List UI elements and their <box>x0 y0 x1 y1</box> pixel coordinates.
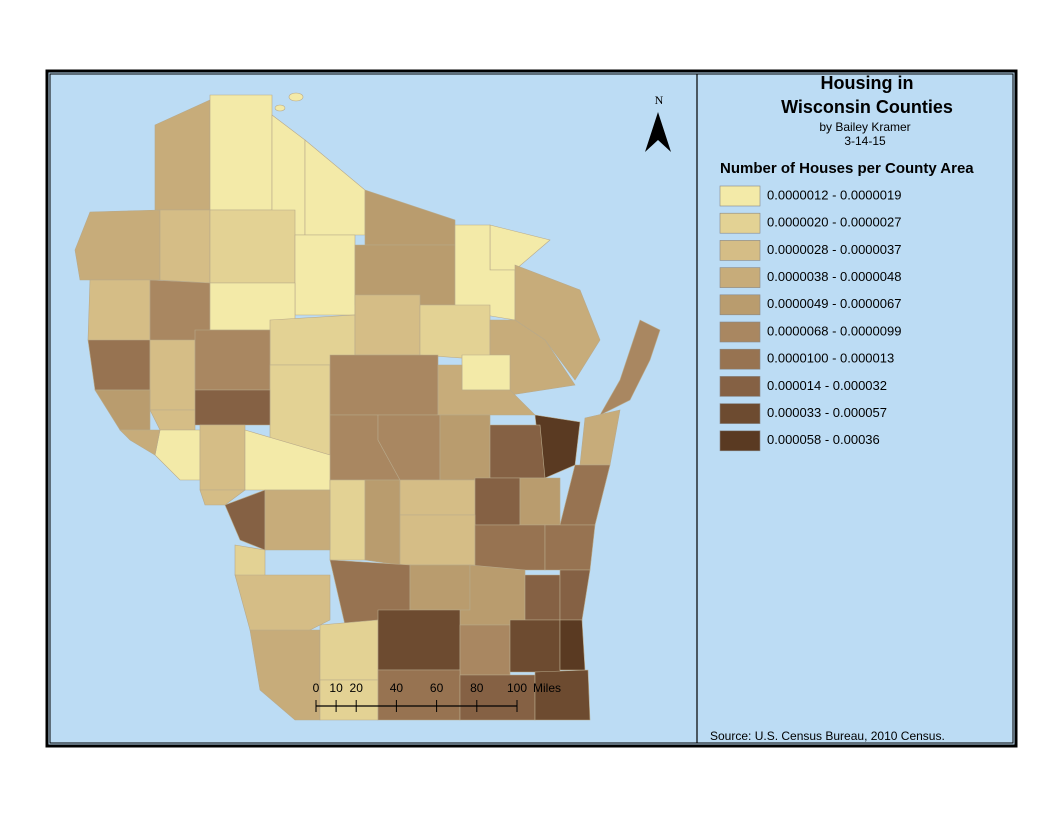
legend-label: 0.000058 - 0.00036 <box>767 432 880 447</box>
county <box>461 354 511 391</box>
north-label: N <box>655 93 664 107</box>
legend-swatch <box>719 348 761 370</box>
county <box>364 479 401 566</box>
county <box>399 479 476 516</box>
island <box>288 92 304 102</box>
county <box>329 479 366 561</box>
legend-swatch <box>719 185 761 207</box>
legend-swatch <box>719 212 761 234</box>
county <box>329 354 439 416</box>
county <box>74 209 161 281</box>
date: 3-14-15 <box>844 134 886 148</box>
scale-label: 10 <box>329 681 343 695</box>
county <box>599 319 661 416</box>
scale-label: 40 <box>390 681 404 695</box>
legend-swatch <box>719 376 761 397</box>
county <box>524 574 561 621</box>
legend-swatch <box>719 321 761 343</box>
county <box>509 619 561 673</box>
legend-label: 0.0000028 - 0.0000037 <box>767 242 901 257</box>
legend-swatch <box>719 267 761 288</box>
island <box>274 104 286 112</box>
author: by Bailey Kramer <box>819 120 910 134</box>
inner-frame <box>49 73 1014 744</box>
legend-swatch <box>719 294 761 316</box>
county <box>209 209 296 284</box>
scale-label: 20 <box>350 681 364 695</box>
county <box>294 234 356 316</box>
county <box>439 414 491 481</box>
legend-label: 0.0000020 - 0.0000027 <box>767 215 901 230</box>
county <box>544 524 596 571</box>
scale-label: 100 <box>507 681 527 695</box>
legend-label: 0.0000100 - 0.000013 <box>767 351 894 366</box>
legend-label: 0.0000012 - 0.0000019 <box>767 187 901 202</box>
legend-label: 0.0000049 - 0.0000067 <box>767 296 901 311</box>
source: Source: U.S. Census Bureau, 2010 Census. <box>710 729 945 743</box>
county <box>399 514 476 566</box>
county <box>354 294 421 356</box>
county <box>489 424 546 479</box>
county <box>159 209 211 284</box>
title-line: Housing in <box>821 73 914 93</box>
county <box>534 669 591 721</box>
county <box>194 389 271 426</box>
county <box>459 624 511 676</box>
county <box>519 477 561 526</box>
legend-swatch <box>719 403 761 424</box>
legend-label: 0.000014 - 0.000032 <box>767 378 887 393</box>
counties <box>74 92 661 721</box>
north-arrow <box>645 112 671 152</box>
scale-unit: Miles <box>533 681 561 695</box>
scale-label: 0 <box>313 681 320 695</box>
county <box>474 524 546 571</box>
scale-label: 60 <box>430 681 444 695</box>
legend-title: Number of Houses per County Area <box>720 160 974 177</box>
county <box>377 609 461 671</box>
legend-label: 0.0000068 - 0.0000099 <box>767 323 901 338</box>
legend-swatch <box>719 430 761 452</box>
county <box>419 304 491 361</box>
county <box>87 339 151 391</box>
county <box>149 339 196 411</box>
legend: 0.0000012 - 0.0000019 0.0000020 - 0.00000… <box>719 185 901 452</box>
county <box>459 564 526 626</box>
county <box>474 477 521 526</box>
county <box>319 619 379 681</box>
county <box>209 94 273 211</box>
title-line: Wisconsin Counties <box>781 97 953 117</box>
county <box>194 329 271 391</box>
county <box>264 489 331 551</box>
legend-label: 0.000033 - 0.000057 <box>767 405 887 420</box>
legend-label: 0.0000038 - 0.0000048 <box>767 269 901 284</box>
county <box>249 629 321 721</box>
county <box>409 564 471 611</box>
county <box>87 279 151 346</box>
scale-label: 80 <box>470 681 484 695</box>
county <box>199 424 246 491</box>
scale-bar: 0 10 20 40 60 80 100 Miles <box>313 681 561 712</box>
county <box>234 544 266 579</box>
county <box>119 429 161 456</box>
legend-swatch <box>719 240 761 261</box>
county <box>559 619 586 671</box>
